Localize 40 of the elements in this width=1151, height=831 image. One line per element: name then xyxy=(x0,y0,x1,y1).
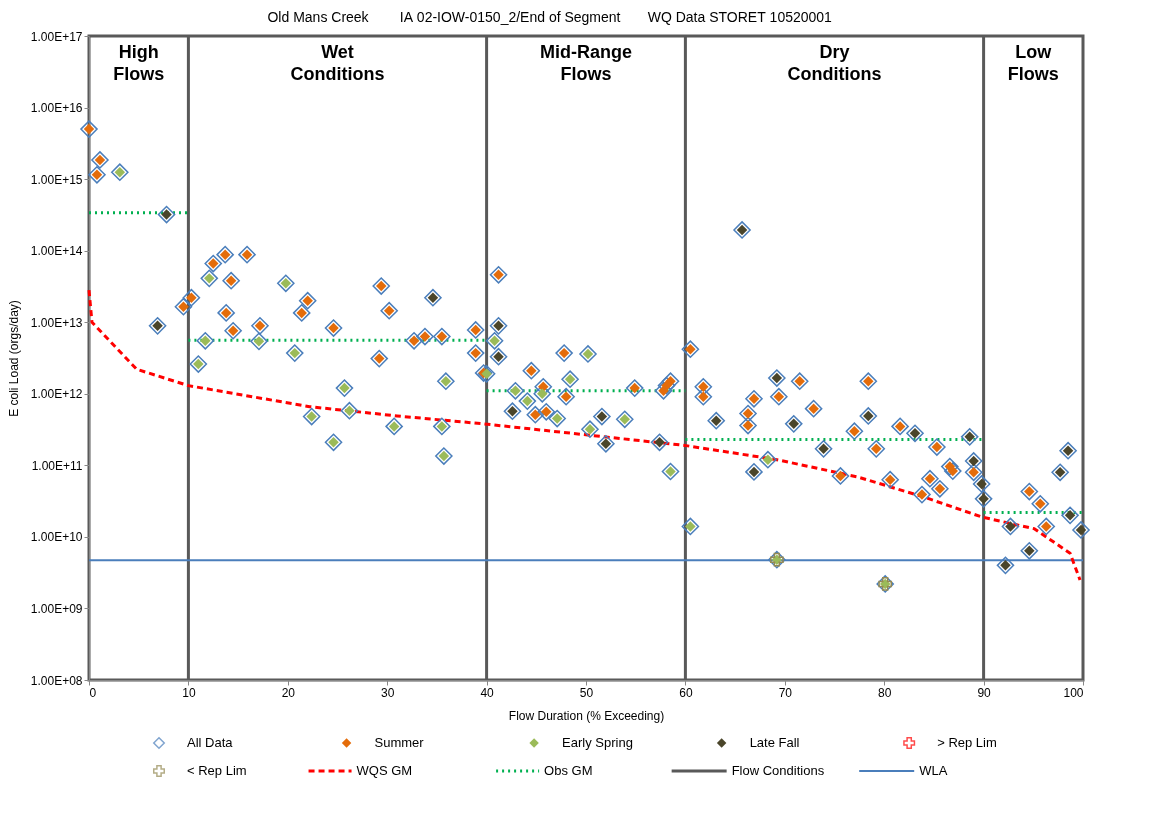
y-tick-label: 1.00E+14 xyxy=(30,244,83,259)
y-tick-label: 1.00E+09 xyxy=(30,601,83,616)
y-axis-title: E coli Load (orgs/day) xyxy=(6,300,21,417)
x-tick-label: 100 xyxy=(1063,685,1084,700)
x-tick-label: 20 xyxy=(281,685,296,700)
legend-label: > Rep Lim xyxy=(937,735,997,750)
x-tick-label: 80 xyxy=(878,685,892,700)
annotation: Mid-Range Flows xyxy=(540,42,632,84)
x-tick-label: 50 xyxy=(579,685,594,700)
line-series xyxy=(87,288,1082,582)
legend-label: WLA xyxy=(919,763,948,778)
x-tick-label: 90 xyxy=(977,685,992,700)
y-tick-label: 1.00E+11 xyxy=(31,458,83,473)
y-tick-label: 1.00E+08 xyxy=(30,673,83,688)
legend-label: Summer xyxy=(374,735,425,750)
y-tick-label: 1.00E+13 xyxy=(30,315,83,330)
y-tick-label: 1.00E+10 xyxy=(30,530,83,545)
x-tick-label: 10 xyxy=(182,685,196,700)
y-tick-label: 1.00E+16 xyxy=(30,101,83,116)
annotation: High Flows xyxy=(113,42,165,84)
y-tick-label: 1.00E+17 xyxy=(30,29,83,44)
annotation: Low Flows xyxy=(1007,42,1059,84)
x-tick-label: 40 xyxy=(480,685,495,700)
legend-label: Obs GM xyxy=(544,763,593,778)
chart-title: Old Mans Creek IA 02-IOW-0150_2/End of Segment WQ Data STORET 10520001 xyxy=(267,8,833,25)
legend-label: All Data xyxy=(187,735,234,750)
x-tick-label: 30 xyxy=(381,685,395,700)
x-axis-title: Flow Duration (% Exceeding) xyxy=(508,708,665,723)
x-tick-label: 70 xyxy=(778,685,793,700)
legend-label: Late Fall xyxy=(749,735,800,750)
legend-label: < Rep Lim xyxy=(187,763,247,778)
legend-label: WQS GM xyxy=(356,763,413,778)
x-tick-label: 0 xyxy=(89,685,97,700)
y-tick-label: 1.00E+15 xyxy=(30,172,83,187)
x-tick-label: 60 xyxy=(679,685,693,700)
annotation: Dry Conditions xyxy=(787,42,882,84)
y-tick-label: 1.00E+12 xyxy=(30,387,83,402)
legend-label: Early Spring xyxy=(562,735,633,750)
annotation: Wet Conditions xyxy=(290,42,385,84)
legend-label: Flow Conditions xyxy=(731,763,825,778)
